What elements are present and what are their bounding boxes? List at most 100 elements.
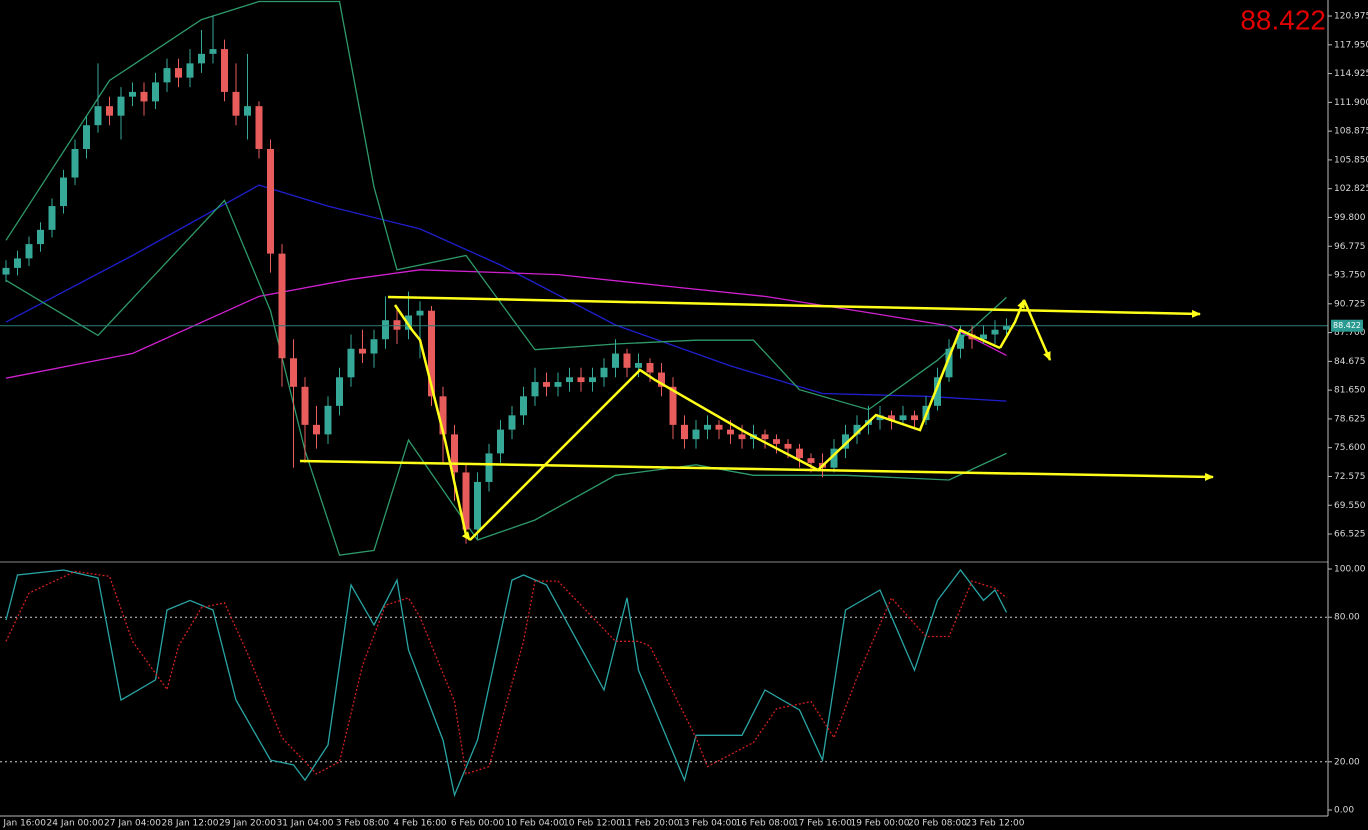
candle-body xyxy=(589,377,596,383)
candle-body xyxy=(934,377,941,406)
candle-body xyxy=(474,481,481,530)
candle-body xyxy=(255,106,263,149)
y-tick-label: 120.975 xyxy=(1334,12,1368,22)
candle-body xyxy=(658,372,665,387)
y-tick-label: 111.900 xyxy=(1334,98,1368,108)
candle-body xyxy=(899,415,907,421)
trend-line xyxy=(387,295,1201,318)
candle-body xyxy=(508,415,516,430)
y-tick-label: 93.750 xyxy=(1334,271,1366,281)
candle-body xyxy=(359,348,366,354)
candle-body xyxy=(198,53,205,64)
candle-body xyxy=(324,405,332,435)
y-tick-label: 0.00 xyxy=(1334,805,1354,815)
x-tick-label: 16 Feb 08:00 xyxy=(735,819,794,829)
candle-body xyxy=(278,253,286,359)
indicator-line xyxy=(5,570,1007,775)
candle-body xyxy=(140,91,148,102)
x-tick-label: 3 Feb 08:00 xyxy=(336,819,390,829)
y-tick-label: 108.875 xyxy=(1334,127,1368,137)
candle-body xyxy=(209,49,217,54)
candle-body xyxy=(543,382,550,387)
candle-body xyxy=(968,334,976,340)
candle-body xyxy=(83,125,90,149)
y-tick-label: 100.00 xyxy=(1334,565,1366,575)
x-tick-label: 20 Feb 08:00 xyxy=(908,819,967,829)
candle-body xyxy=(428,310,435,397)
candle-body xyxy=(715,424,723,430)
price-panel xyxy=(0,0,1328,556)
y-tick-label: 96.775 xyxy=(1334,242,1366,252)
candle-body xyxy=(2,267,10,275)
candle-body xyxy=(163,68,171,83)
x-tick-label: 27 Jan 04:00 xyxy=(104,819,161,829)
y-tick-label: 75.600 xyxy=(1334,443,1366,453)
x-tick-label: 10 Feb 04:00 xyxy=(505,819,564,829)
y-tick-label: 84.675 xyxy=(1334,357,1366,367)
y-tick-label: 80.00 xyxy=(1334,613,1360,623)
candle-body xyxy=(301,386,309,425)
candle-body xyxy=(497,429,504,454)
candle-body xyxy=(290,358,297,387)
candle-body xyxy=(520,396,527,416)
y-tick-label: 72.575 xyxy=(1334,472,1366,482)
candle-body xyxy=(485,453,493,482)
candle-body xyxy=(221,49,228,92)
candle-body xyxy=(888,415,895,421)
indicator-line xyxy=(5,269,1007,379)
trend-drawings xyxy=(299,295,1214,541)
candle-body xyxy=(232,91,240,116)
x-tick-label: 13 Feb 04:00 xyxy=(678,819,737,829)
candle-body xyxy=(336,377,343,406)
candle-body xyxy=(71,148,79,178)
candle-body xyxy=(1003,325,1010,330)
candle-body xyxy=(623,353,631,368)
indicator-line xyxy=(5,0,1007,411)
candle-body xyxy=(612,353,619,368)
candle-body xyxy=(991,329,999,335)
candle-body xyxy=(416,310,424,316)
x-tick-label: 6 Feb 00:00 xyxy=(451,819,505,829)
candle-body xyxy=(48,206,56,230)
candle-body xyxy=(738,434,746,440)
candle-body xyxy=(462,472,470,530)
indicator-line xyxy=(5,568,1008,798)
candle-body xyxy=(681,424,688,440)
candle-body xyxy=(566,377,573,383)
zigzag xyxy=(998,299,1026,349)
candle-body xyxy=(382,320,389,340)
candle-body xyxy=(784,443,792,449)
candle-body xyxy=(773,439,780,444)
y-tick-label: 20.00 xyxy=(1334,757,1360,767)
y-tick-label: 114.925 xyxy=(1334,69,1368,79)
candle-body xyxy=(313,424,320,435)
candle-body xyxy=(37,229,44,245)
price-tag-label: 88.422 xyxy=(1333,321,1361,330)
candle-body xyxy=(370,339,378,354)
y-tick-label: 69.550 xyxy=(1334,501,1366,511)
current-price: 88.422 xyxy=(1240,4,1326,35)
candle-body xyxy=(704,424,711,430)
candle-body xyxy=(635,363,642,368)
indicator-line xyxy=(5,199,1007,556)
candle-body xyxy=(25,244,33,259)
trend-line xyxy=(299,459,1214,481)
y-tick-label: 102.825 xyxy=(1334,184,1368,194)
price-tag xyxy=(1331,319,1363,332)
candle-body xyxy=(554,382,562,387)
candle-body xyxy=(957,334,964,349)
x-tick-label: 28 Jan 12:00 xyxy=(162,819,219,829)
y-tick-label: 66.525 xyxy=(1334,530,1366,540)
axes: 120.975 117.950 114.925 111.900 108.875 105.8… xyxy=(0,4,1368,828)
candle-body xyxy=(669,386,677,425)
candle-body xyxy=(945,348,953,378)
y-tick-label: 117.950 xyxy=(1334,40,1368,50)
candle-body xyxy=(980,334,987,340)
candle-body xyxy=(393,320,401,330)
x-tick-label: 17 Feb 16:00 xyxy=(793,819,852,829)
candle-body xyxy=(106,106,113,116)
candle-body xyxy=(531,382,539,397)
candle-body xyxy=(727,429,734,435)
x-tick-label: 11 Feb 20:00 xyxy=(620,819,679,829)
